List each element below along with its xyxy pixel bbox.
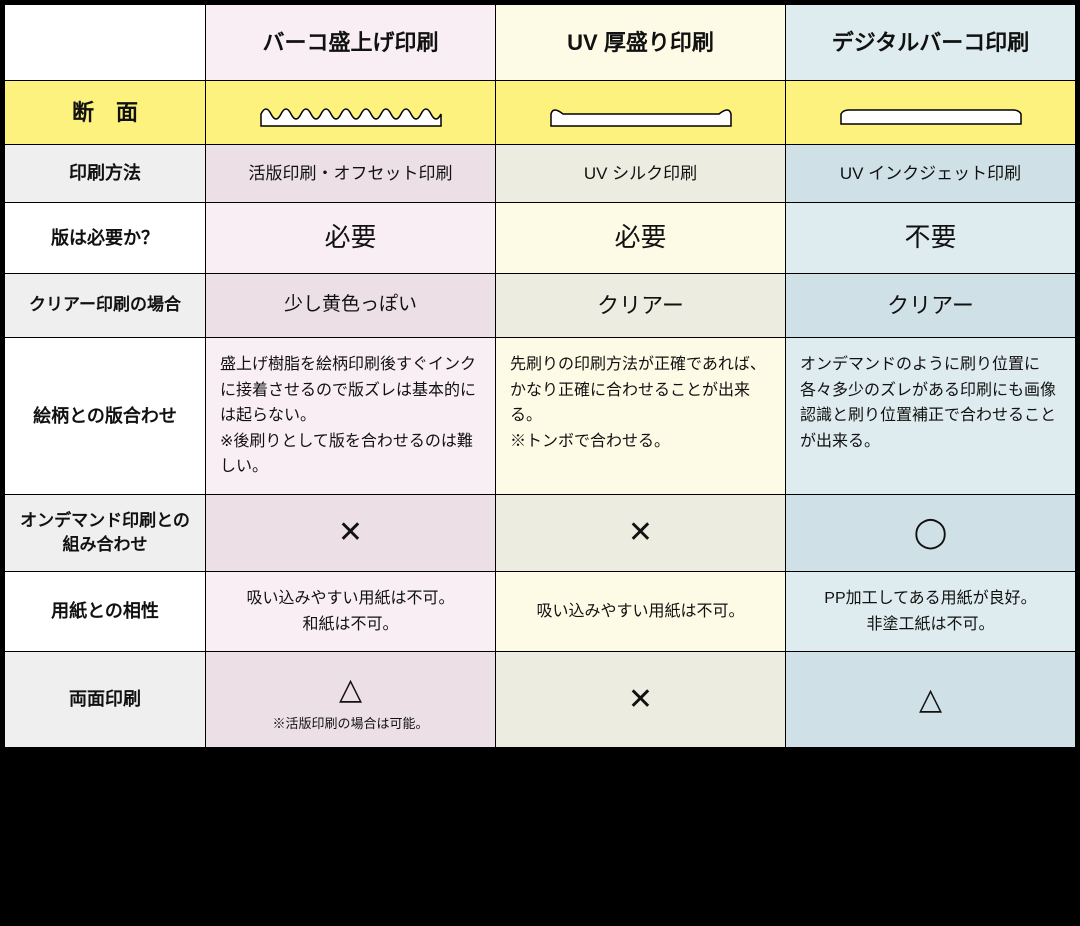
- row-clear-label: クリアー印刷の場合: [5, 274, 205, 337]
- cross-section-2: [496, 81, 785, 144]
- duplex-3: △: [786, 652, 1075, 747]
- align-2: 先刷りの印刷方法が正確であれば、かなり正確に合わせることが出来る。 ※トンボで合…: [496, 338, 785, 494]
- clear-2: クリアー: [496, 274, 785, 337]
- cross-section-1: [206, 81, 495, 144]
- row-paper-label: 用紙との相性: [5, 572, 205, 651]
- method-2: UV シルク印刷: [496, 145, 785, 202]
- plate-1: 必要: [206, 203, 495, 273]
- header-blank: [5, 5, 205, 80]
- row-align-label: 絵柄との版合わせ: [5, 338, 205, 494]
- method-3: UV インクジェット印刷: [786, 145, 1075, 202]
- row-duplex-label: 両面印刷: [5, 652, 205, 747]
- paper-2: 吸い込みやすい用紙は不可。: [496, 572, 785, 651]
- header-col1: バーコ盛上げ印刷: [206, 5, 495, 80]
- header-col3: デジタルバーコ印刷: [786, 5, 1075, 80]
- row-method-label: 印刷方法: [5, 145, 205, 202]
- align-1: 盛上げ樹脂を絵柄印刷後すぐインクに接着させるので版ズレは基本的には起らない。 ※…: [206, 338, 495, 494]
- clear-1: 少し黄色っぽい: [206, 274, 495, 337]
- comparison-table: バーコ盛上げ印刷 UV 厚盛り印刷 デジタルバーコ印刷 断 面 印刷方法 活版印…: [4, 4, 1076, 748]
- duplex-2: ✕: [496, 652, 785, 747]
- duplex-1-symbol: △: [339, 666, 362, 714]
- duplex-1-note: ※活版印刷の場合は可能。: [272, 716, 428, 733]
- paper-1: 吸い込みやすい用紙は不可。 和紙は不可。: [206, 572, 495, 651]
- row-ondemand-label: オンデマンド印刷との 組み合わせ: [5, 495, 205, 571]
- ondemand-2: ✕: [496, 495, 785, 571]
- header-col2: UV 厚盛り印刷: [496, 5, 785, 80]
- paper-3: PP加工してある用紙が良好。 非塗工紙は不可。: [786, 572, 1075, 651]
- cross-section-3: [786, 81, 1075, 144]
- duplex-1: △ ※活版印刷の場合は可能。: [206, 652, 495, 747]
- method-1: 活版印刷・オフセット印刷: [206, 145, 495, 202]
- row-cross-label: 断 面: [5, 81, 205, 144]
- align-3: オンデマンドのように刷り位置に各々多少のズレがある印刷にも画像認識と刷り位置補正…: [786, 338, 1075, 494]
- clear-3: クリアー: [786, 274, 1075, 337]
- ondemand-1: ✕: [206, 495, 495, 571]
- ondemand-3: ◯: [786, 495, 1075, 571]
- plate-3: 不要: [786, 203, 1075, 273]
- row-plate-label: 版は必要か？: [5, 203, 205, 273]
- plate-2: 必要: [496, 203, 785, 273]
